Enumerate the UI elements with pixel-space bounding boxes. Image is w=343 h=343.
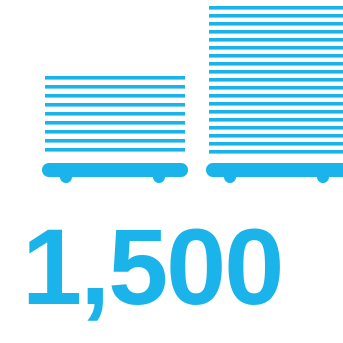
cart-wheel xyxy=(317,171,329,183)
stack-line xyxy=(209,14,343,18)
cart-wheel xyxy=(60,171,72,183)
stack-line xyxy=(209,126,343,130)
stack-line xyxy=(209,86,343,90)
tall-stack-cart-icon xyxy=(206,6,343,183)
stack-line xyxy=(45,85,185,89)
stack-line xyxy=(209,70,343,74)
stack-line xyxy=(209,78,343,82)
stack-line xyxy=(209,102,343,106)
stack-line xyxy=(45,103,185,107)
stack-line xyxy=(209,46,343,50)
stack-line xyxy=(45,76,185,80)
cart-wheel xyxy=(153,171,165,183)
cart-base xyxy=(42,163,188,177)
stack-line xyxy=(209,142,343,146)
cart-base xyxy=(206,163,343,177)
stacked-pallet-carts-icon xyxy=(42,6,343,183)
cart-wheel xyxy=(224,171,236,183)
stack-line xyxy=(209,22,343,26)
short-stack-cart-icon xyxy=(42,76,188,183)
stack-line xyxy=(209,134,343,138)
stack-line xyxy=(45,148,185,152)
stack-line xyxy=(209,6,343,10)
stack-line xyxy=(45,130,185,134)
stack-line xyxy=(209,150,343,154)
stack-line xyxy=(209,54,343,58)
stack-line xyxy=(209,110,343,114)
stat-value: 1,500 xyxy=(22,206,284,327)
stack-line xyxy=(45,139,185,143)
stack-line xyxy=(209,30,343,34)
stack-line xyxy=(45,112,185,116)
stack-line xyxy=(209,94,343,98)
stack-line xyxy=(209,62,343,66)
stack-line xyxy=(209,38,343,42)
stack-line xyxy=(45,121,185,125)
stack-line xyxy=(45,94,185,98)
stack-line xyxy=(209,118,343,122)
